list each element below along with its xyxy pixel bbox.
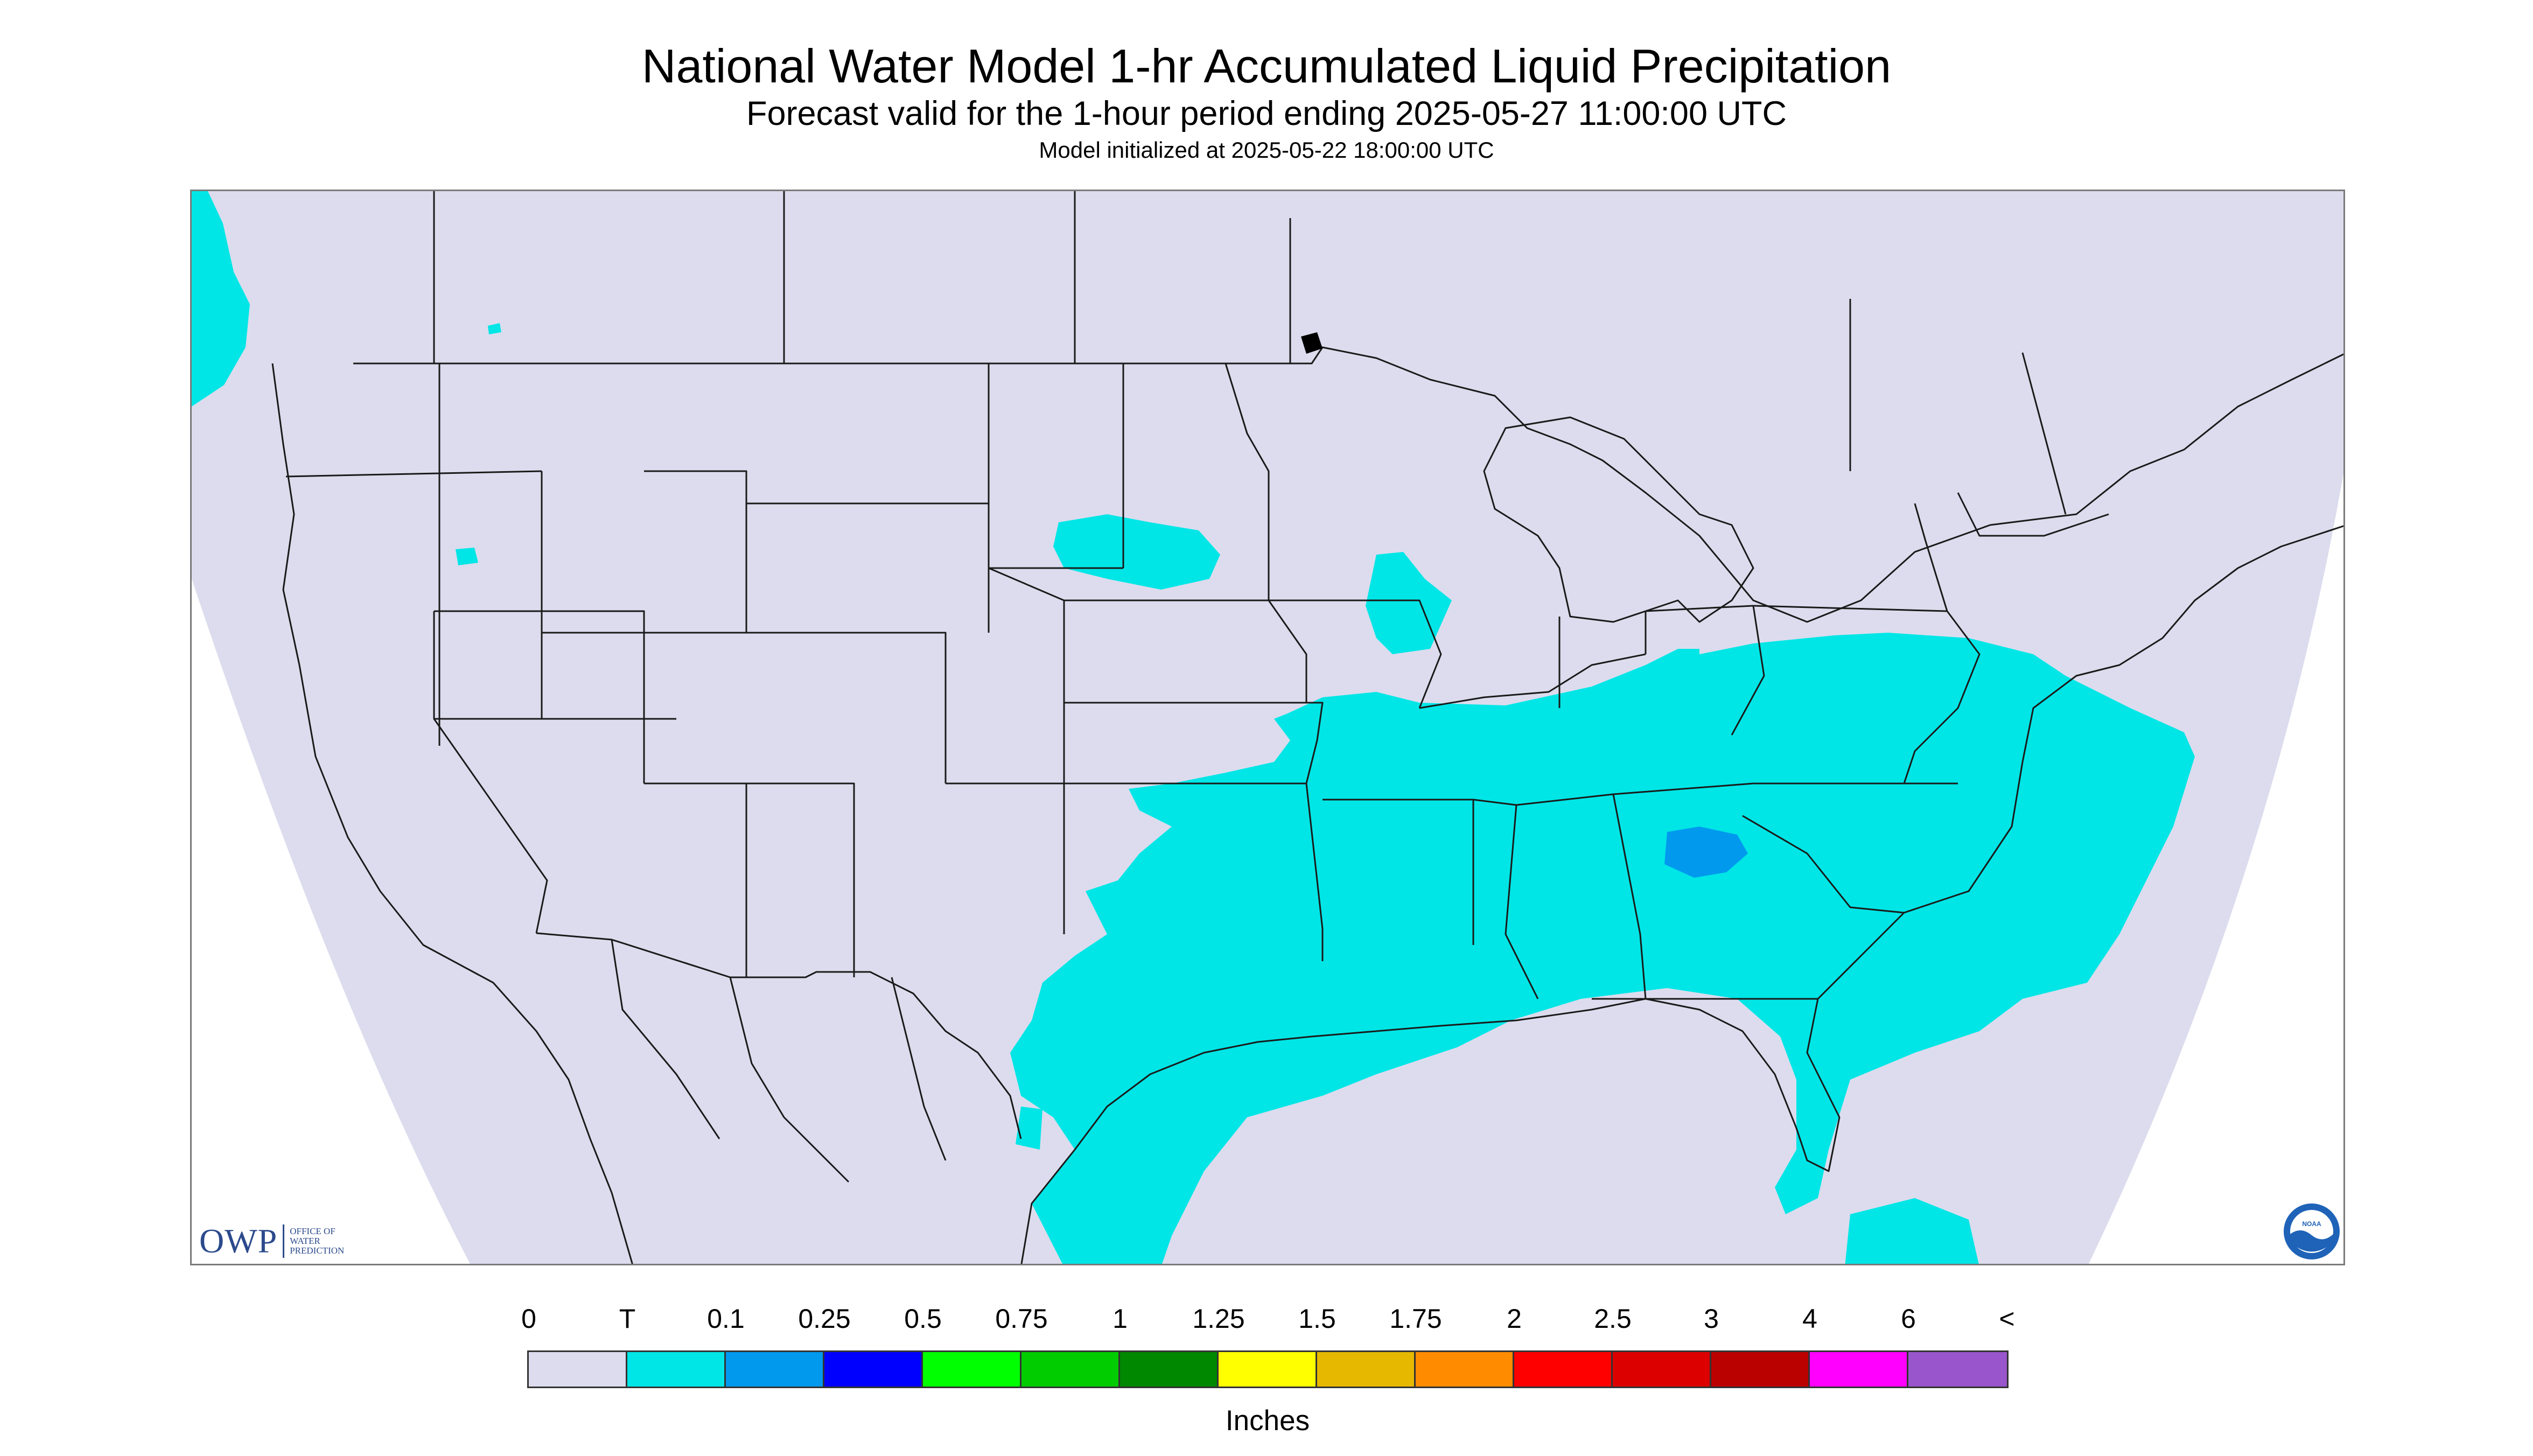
- legend-swatch-0: [529, 1352, 627, 1387]
- legend-swatch-9: [1416, 1352, 1514, 1387]
- owp-line-3: PREDICTION: [290, 1245, 345, 1256]
- legend-swatch-12: [1711, 1352, 1810, 1387]
- gulf-atlantic-coast: [1020, 525, 2343, 1264]
- map-subtitle: Forecast valid for the 1-hour period end…: [746, 95, 1787, 132]
- state-lines-west: [285, 363, 1324, 977]
- great-lakes: [1483, 416, 1754, 623]
- lake-of-the-woods: [1301, 332, 1323, 354]
- political-boundaries: [271, 191, 2343, 1264]
- legend-swatch-8: [1317, 1352, 1416, 1387]
- precip-legend: 0 T 0.1 0.25 0.5 0.75 1 1.25 1.5 1.75 2 2.5 3 4 6 < Inc…: [521, 1303, 2015, 1438]
- legend-swatch-11: [1613, 1352, 1711, 1387]
- legend-swatch-3: [824, 1352, 923, 1387]
- legend-label: 0.25: [798, 1304, 851, 1334]
- legend-swatch-10: [1514, 1352, 1613, 1387]
- legend-label: 1.75: [1389, 1304, 1442, 1334]
- us-canada-border: [353, 346, 2343, 623]
- map-canvas: [192, 191, 2343, 1264]
- legend-colorbar: [527, 1350, 2009, 1388]
- state-lines-east: [1224, 363, 2109, 1000]
- legend-label: 4: [1802, 1304, 1817, 1334]
- precip-area-mexico-south: [1016, 1107, 1042, 1150]
- legend-label: 1.5: [1298, 1304, 1336, 1334]
- legend-label: 0.75: [995, 1304, 1048, 1334]
- legend-label: 1: [1112, 1304, 1128, 1334]
- precip-area-heavier-0-1: [1664, 827, 1748, 878]
- owp-line-1: OFFICE OF: [290, 1226, 335, 1236]
- legend-swatch-5: [1021, 1352, 1120, 1387]
- legend-label: 1.25: [1192, 1304, 1245, 1334]
- legend-label: <: [1999, 1304, 2015, 1334]
- owp-mark: OWP: [199, 1222, 278, 1260]
- owp-line-2: WATER: [290, 1236, 320, 1246]
- legend-swatch-13: [1810, 1352, 1908, 1387]
- precipitation-map: [190, 190, 2345, 1265]
- legend-swatch-1: [627, 1352, 726, 1387]
- legend-label: 0.1: [707, 1304, 745, 1334]
- legend-swatch-7: [1219, 1352, 1317, 1387]
- owp-logo: OWP OFFICE OF WATER PREDICTION: [199, 1222, 344, 1260]
- noaa-logo-icon: NOAA: [2284, 1203, 2340, 1259]
- legend-label: 3: [1704, 1304, 1719, 1334]
- province-lines: [433, 191, 2067, 1183]
- owp-wordmark: OFFICE OF WATER PREDICTION: [290, 1227, 344, 1256]
- map-title: National Water Model 1-hr Accumulated Li…: [641, 39, 1892, 93]
- legend-label: 0: [521, 1304, 536, 1334]
- pacific-coast: [271, 363, 633, 1264]
- legend-label: 6: [1901, 1304, 1916, 1334]
- model-init-line: Model initialized at 2025-05-22 18:00:00…: [1039, 137, 1494, 163]
- precip-area-idaho-spot: [488, 323, 501, 334]
- owp-separator: [283, 1224, 285, 1258]
- precip-area-caribbean: [1845, 1198, 1979, 1264]
- precip-area-oregon-spot: [456, 548, 478, 565]
- legend-label: 0.5: [904, 1304, 942, 1334]
- legend-swatch-4: [923, 1352, 1021, 1387]
- legend-units: Inches: [1225, 1405, 1310, 1437]
- noaa-wordmark: NOAA: [2302, 1220, 2321, 1228]
- us-mexico-border: [536, 932, 1022, 1139]
- legend-labels: 0 T 0.1 0.25 0.5 0.75 1 1.25 1.5 1.75 2 2.5 3 4 6 <: [521, 1303, 2015, 1335]
- legend-swatch-6: [1120, 1352, 1219, 1387]
- legend-label: 2: [1507, 1304, 1522, 1334]
- precip-area-pacific-nw: [192, 191, 250, 407]
- legend-swatch-14: [1908, 1352, 2007, 1387]
- legend-label: 2.5: [1594, 1304, 1632, 1334]
- precip-area-nebraska: [1053, 514, 1220, 590]
- legend-label: T: [619, 1304, 636, 1334]
- legend-swatch-2: [726, 1352, 824, 1387]
